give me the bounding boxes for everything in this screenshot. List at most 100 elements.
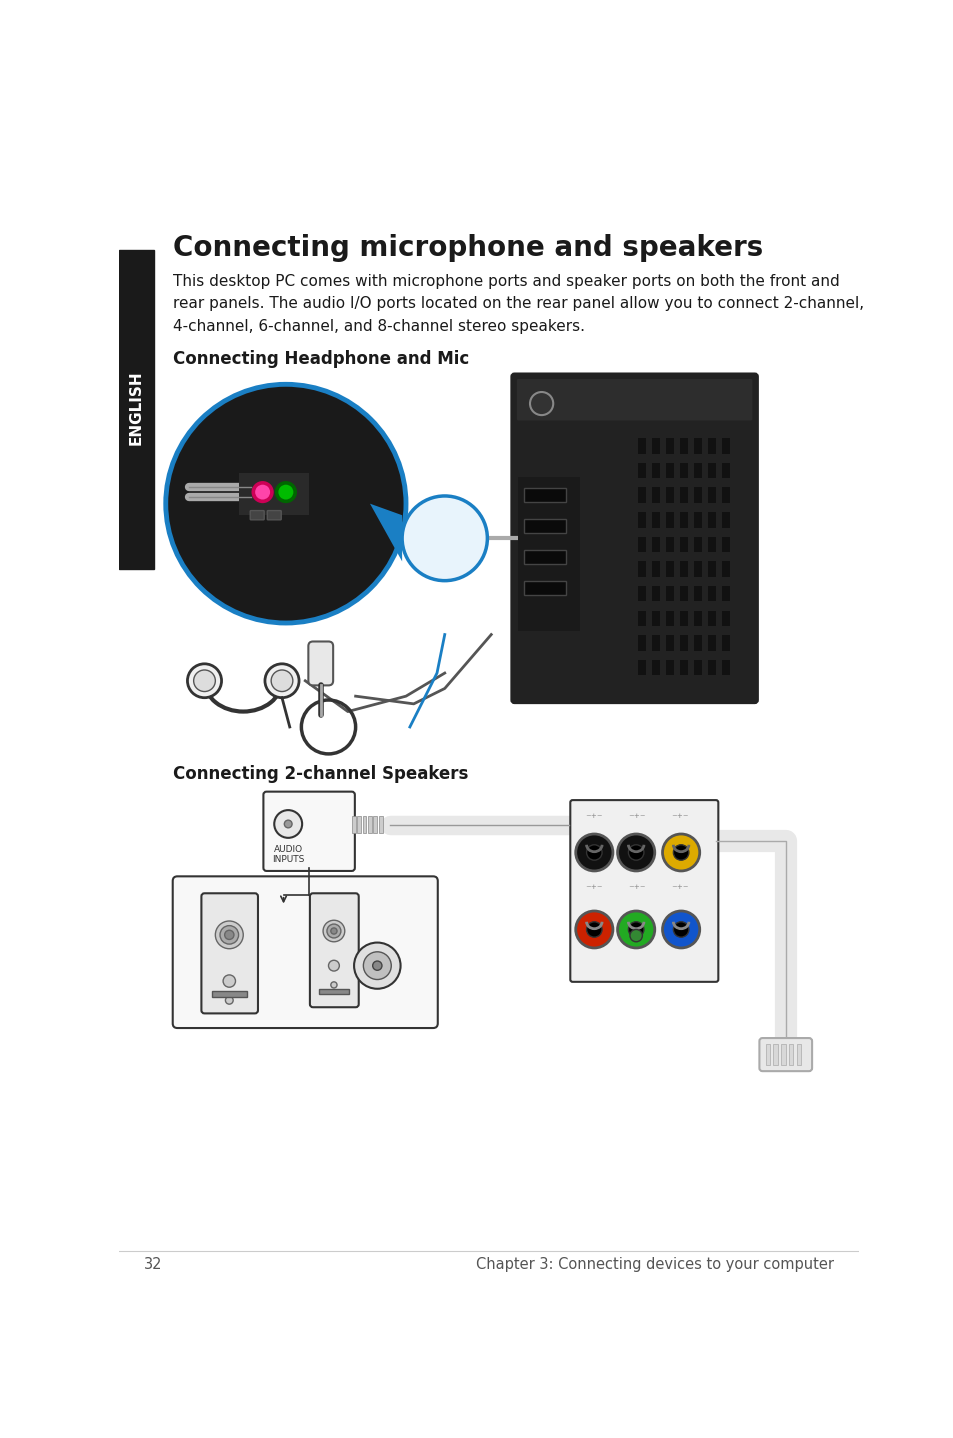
Bar (694, 536, 701, 552)
Circle shape (617, 834, 654, 871)
FancyBboxPatch shape (759, 1038, 811, 1071)
Bar (679, 439, 687, 453)
Bar (212, 991, 247, 997)
FancyBboxPatch shape (201, 893, 257, 1014)
Bar (638, 561, 645, 577)
Circle shape (258, 489, 266, 496)
Text: Connecting microphone and speakers: Connecting microphone and speakers (173, 234, 763, 262)
Bar (721, 660, 729, 676)
Bar (638, 463, 645, 479)
Text: ~+~: ~+~ (585, 884, 602, 890)
Bar (694, 587, 701, 601)
FancyBboxPatch shape (570, 800, 718, 982)
Bar (721, 536, 729, 552)
Bar (523, 519, 566, 533)
Bar (652, 487, 659, 503)
Bar (523, 489, 566, 502)
Text: ENGLISH: ENGLISH (129, 370, 144, 444)
Circle shape (277, 483, 294, 500)
Circle shape (271, 670, 293, 692)
Text: Connecting Headphone and Mic: Connecting Headphone and Mic (173, 349, 469, 368)
Text: ~+~: ~+~ (627, 884, 645, 890)
Bar (679, 463, 687, 479)
Circle shape (673, 844, 688, 860)
Bar (694, 463, 701, 479)
Bar (239, 473, 309, 515)
Bar (707, 611, 716, 626)
Text: 32: 32 (144, 1257, 162, 1273)
Bar (638, 587, 645, 601)
Bar (721, 512, 729, 528)
Bar (666, 636, 674, 651)
Bar (765, 1044, 769, 1066)
Bar (679, 587, 687, 601)
Polygon shape (370, 503, 402, 561)
Circle shape (253, 482, 273, 502)
Circle shape (225, 997, 233, 1004)
Circle shape (223, 975, 235, 988)
Bar (721, 636, 729, 651)
Bar (679, 636, 687, 651)
Circle shape (354, 942, 400, 989)
Bar (319, 989, 349, 994)
Bar (378, 817, 382, 833)
Bar (694, 561, 701, 577)
Bar (679, 512, 687, 528)
Bar (119, 250, 154, 569)
Bar (694, 439, 701, 453)
Bar (652, 636, 659, 651)
Circle shape (275, 482, 295, 502)
FancyBboxPatch shape (250, 510, 264, 519)
Bar (721, 487, 729, 503)
Circle shape (530, 393, 553, 416)
Bar (652, 463, 659, 479)
Bar (694, 487, 701, 503)
Circle shape (617, 912, 654, 948)
Circle shape (628, 844, 643, 860)
Bar (666, 587, 674, 601)
Bar (707, 487, 716, 503)
Bar (707, 439, 716, 453)
Circle shape (661, 912, 699, 948)
Circle shape (575, 834, 612, 871)
Bar (352, 817, 355, 833)
Bar (679, 561, 687, 577)
Bar (362, 817, 366, 833)
Bar (638, 660, 645, 676)
FancyBboxPatch shape (263, 792, 355, 871)
Circle shape (628, 922, 643, 938)
Circle shape (166, 384, 406, 623)
Bar (721, 611, 729, 626)
Circle shape (331, 928, 336, 935)
Bar (373, 817, 377, 833)
Bar (517, 477, 579, 631)
Circle shape (673, 922, 688, 938)
Bar (679, 660, 687, 676)
FancyBboxPatch shape (517, 380, 752, 420)
Circle shape (220, 926, 238, 945)
Bar (773, 1044, 778, 1066)
Circle shape (575, 912, 612, 948)
Circle shape (323, 920, 344, 942)
Circle shape (284, 820, 292, 828)
FancyBboxPatch shape (511, 374, 757, 703)
Bar (523, 549, 566, 564)
Bar (721, 439, 729, 453)
FancyBboxPatch shape (310, 893, 358, 1007)
Bar (368, 817, 372, 833)
Bar (707, 512, 716, 528)
Bar (666, 536, 674, 552)
Bar (666, 611, 674, 626)
Bar (652, 512, 659, 528)
Circle shape (402, 496, 487, 581)
Bar (652, 587, 659, 601)
Bar (679, 487, 687, 503)
Bar (638, 439, 645, 453)
Bar (666, 660, 674, 676)
Bar (721, 587, 729, 601)
Text: This desktop PC comes with microphone ports and speaker ports on both the front : This desktop PC comes with microphone po… (173, 275, 863, 334)
Circle shape (215, 920, 243, 949)
Bar (638, 536, 645, 552)
Bar (707, 561, 716, 577)
Text: Connecting 2-channel Speakers: Connecting 2-channel Speakers (173, 765, 468, 784)
